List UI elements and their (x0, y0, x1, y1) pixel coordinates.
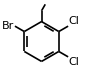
Text: Cl: Cl (69, 16, 79, 26)
Text: Cl: Cl (69, 57, 79, 67)
Text: Br: Br (2, 21, 15, 31)
